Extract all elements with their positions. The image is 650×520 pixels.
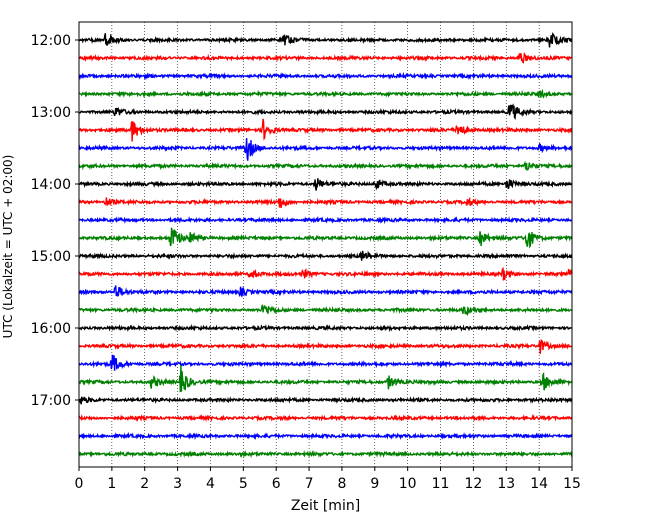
trace-1330 (78, 137, 573, 161)
trace-1245 (78, 88, 573, 99)
trace-1200 (78, 32, 573, 48)
x-tick-label-4: 4 (206, 476, 215, 492)
x-tick-label-5: 5 (239, 476, 248, 492)
x-tick-label-10: 10 (399, 476, 417, 492)
trace-1515 (78, 266, 573, 281)
grid-lines (111, 22, 540, 467)
x-tick-label-3: 3 (173, 476, 182, 492)
x-tick-label-2: 2 (140, 476, 149, 492)
trace-1300 (79, 103, 573, 121)
trace-1315 (78, 118, 573, 142)
x-tick-label-1: 1 (107, 476, 116, 492)
trace-1630 (78, 354, 573, 371)
y-tick-label-14:00: 14:00 (31, 177, 71, 193)
seismic-traces (78, 32, 573, 459)
trace-1600 (78, 323, 573, 333)
trace-1445 (78, 227, 573, 249)
x-axis-label: Zeit [min] (291, 498, 360, 514)
y-tick-label-16:00: 16:00 (31, 321, 71, 337)
trace-1545 (78, 304, 573, 317)
y-tick-label-12:00: 12:00 (31, 33, 71, 49)
trace-1745 (78, 449, 573, 459)
x-tick-label-11: 11 (432, 476, 450, 492)
trace-1645 (78, 365, 573, 393)
x-tick-label-8: 8 (337, 476, 346, 492)
y-tick-label-17:00: 17:00 (31, 393, 71, 409)
trace-1530 (78, 285, 573, 298)
trace-1400 (78, 178, 573, 191)
x-tick-label-12: 12 (464, 476, 482, 492)
y-axis-ticks: 12:00 13:00 14:00 15:00 16:00 17:00 (31, 33, 79, 409)
trace-1415 (78, 196, 573, 209)
plot-frame (78, 21, 573, 468)
trace-1215 (78, 51, 573, 64)
trace-1430 (78, 215, 573, 225)
trace-1345 (78, 160, 573, 171)
x-tick-label-0: 0 (75, 476, 84, 492)
trace-1230 (78, 71, 573, 81)
y-tick-label-15:00: 15:00 (31, 249, 71, 265)
x-tick-label-15: 15 (563, 476, 581, 492)
trace-1615 (78, 339, 573, 354)
trace-1700 (78, 395, 573, 405)
trace-1730 (78, 431, 573, 441)
x-tick-label-13: 13 (497, 476, 515, 492)
trace-1500 (78, 250, 573, 261)
x-tick-label-14: 14 (530, 476, 548, 492)
x-tick-label-9: 9 (370, 476, 379, 492)
trace-1715 (78, 413, 573, 423)
x-axis-ticks: 0 1 2 3 4 5 6 7 8 9 10 11 12 13 14 15 (75, 467, 581, 492)
x-tick-label-7: 7 (305, 476, 314, 492)
x-tick-label-6: 6 (272, 476, 281, 492)
y-tick-label-13:00: 13:00 (31, 105, 71, 121)
y-axis-label: UTC (Lokalzeit = UTC + 02:00) (1, 155, 15, 339)
